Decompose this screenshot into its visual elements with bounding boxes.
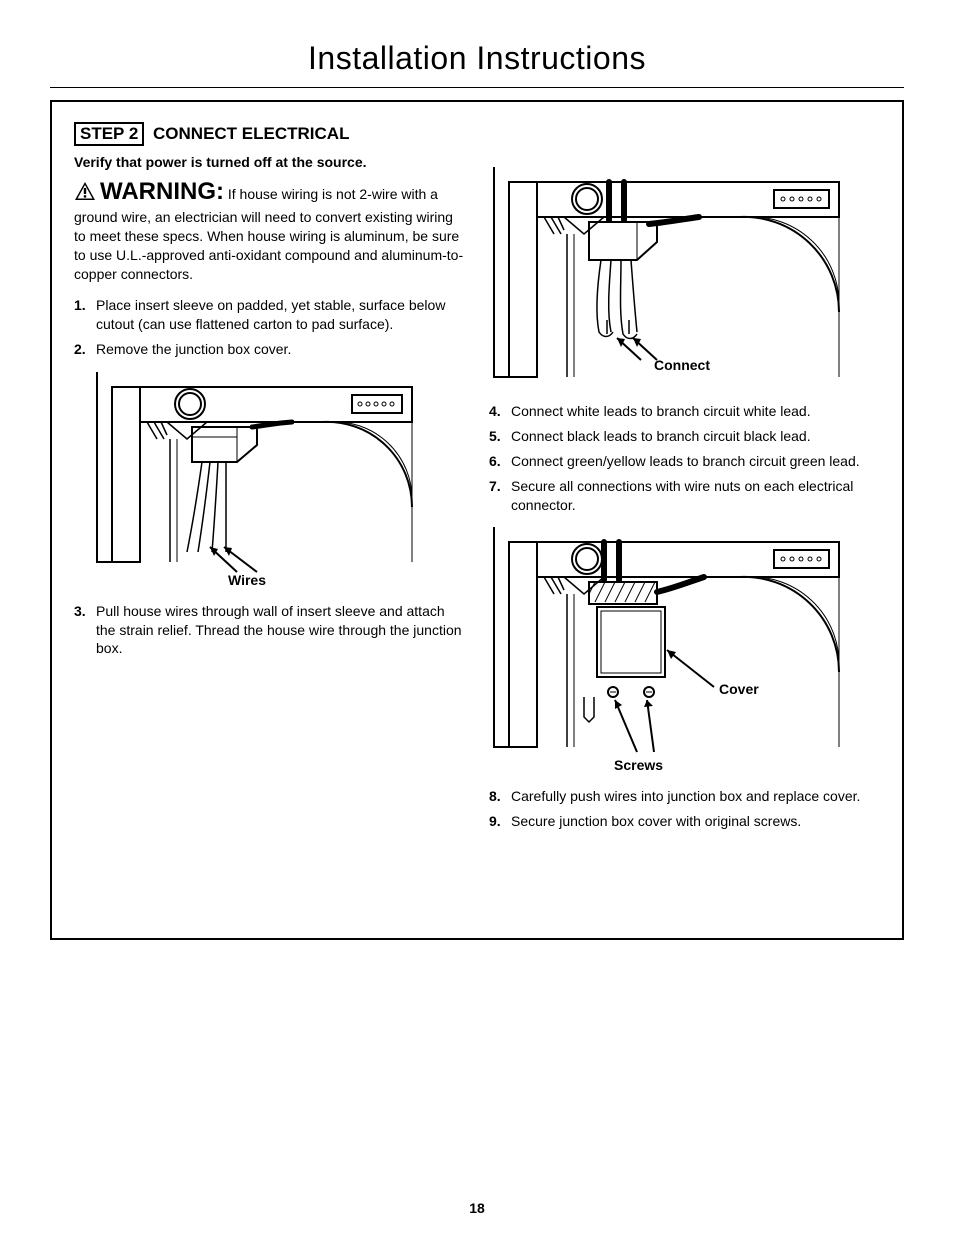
page-number: 18	[50, 1200, 904, 1216]
step-2-text: Remove the junction box cover.	[96, 341, 291, 357]
step-8: 8.Carefully push wires into junction box…	[509, 787, 880, 806]
step-title: CONNECT ELECTRICAL	[153, 124, 349, 143]
page-title: Installation Instructions	[50, 40, 904, 88]
step-9-text: Secure junction box cover with original …	[511, 813, 801, 829]
left-column: Verify that power is turned off at the s…	[74, 154, 465, 837]
step-8-text: Carefully push wires into junction box a…	[511, 788, 860, 804]
warning-label: WARNING:	[100, 178, 224, 205]
step-6-text: Connect green/yellow leads to branch cir…	[511, 453, 860, 469]
step-5-text: Connect black leads to branch circuit bl…	[511, 428, 811, 444]
step-number-box: STEP 2	[74, 122, 144, 146]
step-2: 2.Remove the junction box cover.	[94, 340, 465, 359]
figure-connect-label: Connect	[654, 357, 710, 373]
figure-cover-label: Cover	[719, 681, 759, 697]
figure-wires: Wires	[92, 367, 465, 592]
step-6: 6.Connect green/yellow leads to branch c…	[509, 452, 880, 471]
step-1-text: Place insert sleeve on padded, yet stabl…	[96, 297, 445, 332]
figure-cover: Cover Screws	[489, 522, 880, 777]
verify-text: Verify that power is turned off at the s…	[74, 154, 465, 170]
step-4-text: Connect white leads to branch circuit wh…	[511, 403, 811, 419]
figure-wires-label: Wires	[228, 572, 266, 588]
step-7: 7.Secure all connections with wire nuts …	[509, 477, 880, 515]
content-box: STEP 2 CONNECT ELECTRICAL Verify that po…	[50, 100, 904, 940]
step-5: 5.Connect black leads to branch circuit …	[509, 427, 880, 446]
step-3-text: Pull house wires through wall of insert …	[96, 603, 462, 657]
right-column: Connect 4.Connect white leads to branch …	[489, 154, 880, 837]
step-4: 4.Connect white leads to branch circuit …	[509, 402, 880, 421]
step-header: STEP 2 CONNECT ELECTRICAL	[74, 122, 880, 146]
step-1: 1.Place insert sleeve on padded, yet sta…	[94, 296, 465, 334]
figure-screws-label: Screws	[614, 757, 663, 773]
warning-icon	[74, 181, 96, 206]
step-3: 3.Pull house wires through wall of inser…	[94, 602, 465, 659]
step-7-text: Secure all connections with wire nuts on…	[511, 478, 853, 513]
figure-connect: Connect	[489, 162, 880, 392]
warning-block: WARNING: If house wiring is not 2-wire w…	[74, 176, 465, 284]
step-9: 9.Secure junction box cover with origina…	[509, 812, 880, 831]
